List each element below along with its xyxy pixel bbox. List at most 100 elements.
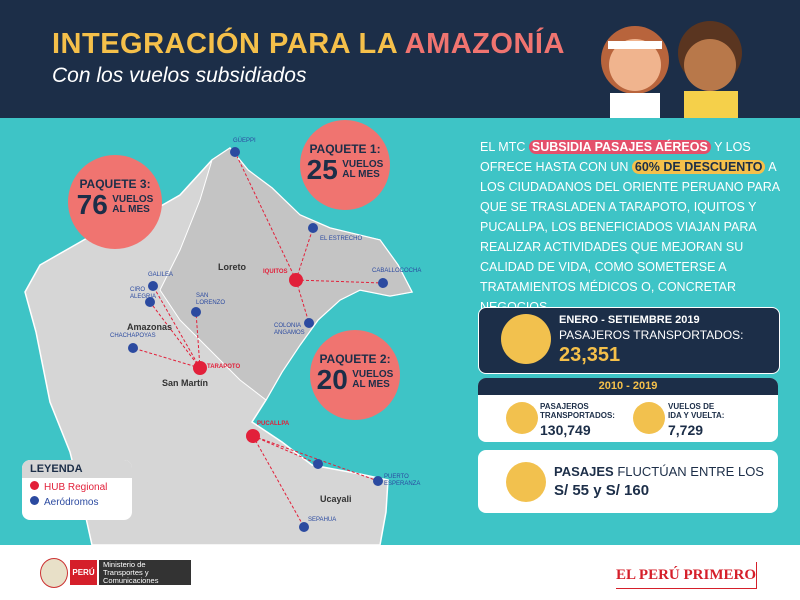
fares: PASAJES FLUCTÚAN ENTRE LOS S/ 55 y S/ 16… [478, 450, 778, 513]
decoration: Aeródromos [22, 496, 132, 508]
hub-markers [193, 273, 303, 443]
text: A LOS CIUDADANOS DEL ORIENTE PERUANO PAR… [480, 160, 780, 314]
region-label: Ucayali [320, 494, 352, 504]
aerodrome-label: CABALLOCOCHA [372, 268, 422, 274]
kids-illustration [601, 21, 742, 118]
package-label: PAQUETE 2: [319, 352, 391, 366]
region-label: Amazonas [127, 322, 173, 332]
package-flights: 25 [306, 154, 338, 185]
highlight: SUBSIDIA PASAJES AÉREOS [528, 140, 711, 154]
header: INTEGRACIÓN PARA LA AMAZONÍA Con los vue… [0, 0, 800, 118]
decoration [289, 273, 303, 287]
hub-label: TARAPOTO [207, 364, 241, 370]
hub-label: IQUITOS [263, 269, 288, 275]
text: Y LOS OFRECE HASTA CON UN [480, 140, 751, 174]
package-badge: PAQUETE 2: 20 VUELOS AL MES [310, 330, 400, 420]
decoration [684, 91, 738, 118]
fares-range: S/ 55 y S/ 160 [554, 482, 650, 499]
package-unit: VUELOS [352, 369, 394, 380]
package-unit: VUELOS [112, 194, 154, 205]
decoration [609, 39, 661, 91]
region-label: San Martín [162, 378, 209, 388]
stats-2019: ENERO - SETIEMBRE 2019 PASAJEROS TRANSPO… [478, 307, 780, 374]
title: INTEGRACIÓN PARA LA AMAZONÍA [52, 28, 565, 61]
subtitle: Con los vuelos subsidiados [52, 64, 307, 87]
decoration [132, 347, 201, 369]
legend-item: Aeródromos [44, 497, 99, 508]
aerodrome-label: PUERTO ESPERANZA [384, 474, 421, 487]
passenger-icon [506, 402, 538, 434]
package-flights: 76 [76, 189, 108, 220]
decoration [30, 496, 39, 505]
aerodrome-markers [128, 147, 388, 532]
stats-2010-2019: 2010 - 2019 PASAJEROS TRANSPORTADOS: 130… [478, 378, 778, 442]
aerodrome-label: CHACHAPOYAS [110, 333, 156, 339]
decoration: HUB Regional [22, 478, 132, 496]
hub-label: PUCALLPA [257, 421, 290, 427]
package-badge: PAQUETE 3: 76 VUELOS AL MES [68, 155, 162, 249]
region-label: Loreto [218, 262, 246, 272]
decoration [608, 41, 662, 49]
legend-item: HUB Regional [44, 482, 108, 493]
decoration: VUELOS AL MES [342, 160, 383, 180]
package-badge: PAQUETE 1: 25 VUELOS AL MES [300, 120, 390, 210]
legend-title: LEYENDA [22, 460, 132, 478]
plane-icon [633, 402, 665, 434]
decoration [308, 223, 318, 233]
decoration [295, 227, 314, 281]
aerodrome-label: GÜEPPI [233, 138, 256, 144]
decoration [234, 151, 297, 281]
money-icon [506, 462, 546, 502]
decoration [152, 285, 201, 369]
legend: LEYENDA HUB Regional Aeródromos [22, 460, 132, 520]
text: EL MTC [480, 140, 529, 154]
period: 2010 - 2019 [478, 378, 778, 395]
decoration [313, 459, 323, 469]
decoration [373, 476, 383, 486]
package-label: PAQUETE 3: [79, 177, 151, 191]
package-label: PAQUETE 1: [309, 142, 381, 156]
routes [132, 151, 384, 528]
country-badge: PERÚ [70, 560, 97, 585]
value: 130,749 [540, 422, 591, 438]
decoration [246, 429, 260, 443]
fares-bold: PASAJES [554, 464, 614, 479]
value: 23,351 [559, 344, 621, 366]
label: VUELOS DE IDA Y VUELTA: [668, 402, 725, 420]
text: FLUCTÚAN ENTRE LOS [613, 464, 764, 479]
decoration [230, 147, 240, 157]
slogan: EL PERÚ PRIMERO [616, 562, 757, 589]
decoration [295, 279, 384, 284]
aerodrome-label: COLONIA ANGAMOS [274, 323, 305, 336]
aerodrome-label: CIRO ALEGRIA [130, 287, 157, 300]
decoration [149, 301, 201, 369]
package-unit: AL MES [352, 379, 390, 390]
package-flights: 20 [316, 364, 348, 395]
decoration [252, 435, 305, 528]
coat-of-arms [40, 558, 68, 588]
decoration [191, 307, 201, 317]
decoration [295, 279, 310, 324]
aerodrome-label: EL ESTRECHO [320, 236, 363, 242]
decoration [378, 278, 388, 288]
decoration [304, 318, 314, 328]
value: 7,729 [668, 422, 704, 438]
loreto-region [159, 147, 413, 401]
decoration [128, 343, 138, 353]
decoration [684, 39, 736, 91]
decoration [148, 281, 158, 291]
decoration [30, 481, 39, 490]
decoration: VUELOS AL MES [112, 195, 153, 215]
decoration [252, 435, 379, 482]
decoration [145, 297, 155, 307]
decoration [195, 311, 201, 369]
decoration [299, 522, 309, 532]
aerodrome-label: SAN LORENZO [196, 293, 226, 306]
period: ENERO - SETIEMBRE 2019 [559, 314, 700, 326]
description: EL MTC SUBSIDIA PASAJES AÉREOS Y LOS OFR… [480, 137, 785, 317]
aerodrome-label: SEPAHUA [308, 517, 337, 523]
highlight: 60% DE DESCUENTO [631, 160, 766, 174]
aerodrome-label: GALILEA [148, 272, 174, 278]
